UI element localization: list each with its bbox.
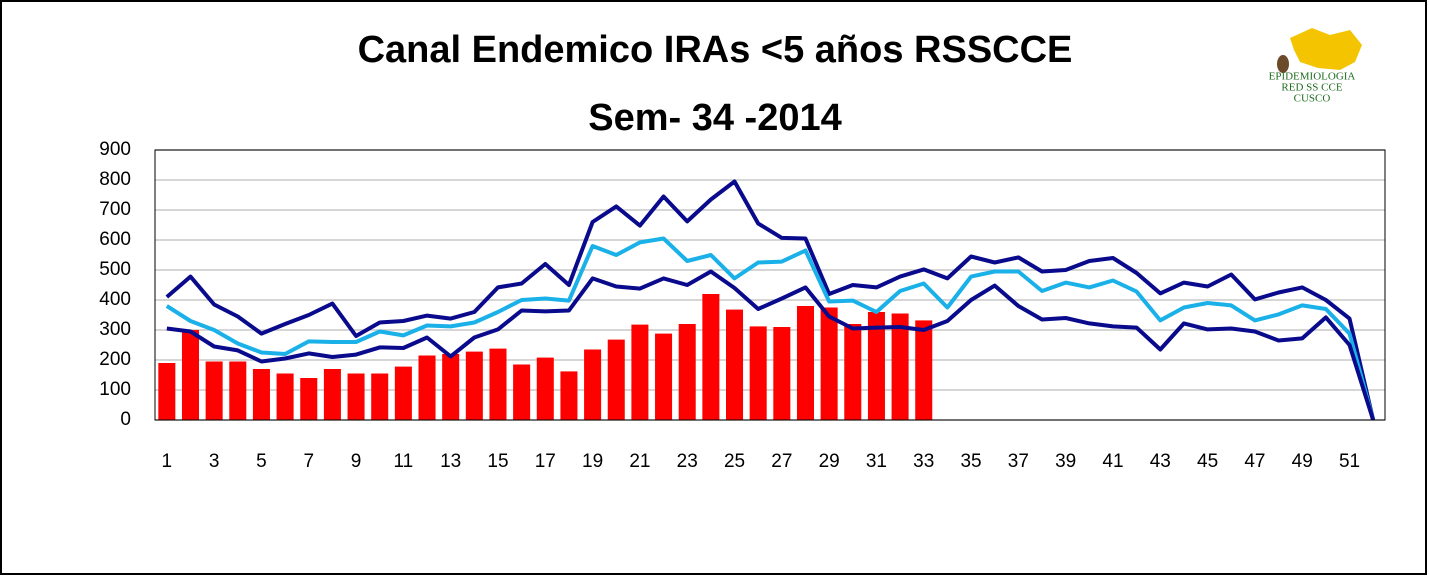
bar bbox=[726, 309, 744, 420]
x-tick-label: 21 bbox=[629, 451, 650, 472]
bar bbox=[749, 326, 767, 420]
x-tick-label: 31 bbox=[866, 451, 887, 472]
y-tick-label: 0 bbox=[120, 409, 131, 430]
bar bbox=[323, 369, 341, 420]
x-tick-label: 15 bbox=[487, 451, 508, 472]
bar bbox=[844, 324, 862, 420]
logo-text: RED SS CCE bbox=[1281, 82, 1342, 94]
y-tick-label: 700 bbox=[99, 199, 131, 220]
x-tick-label: 3 bbox=[209, 451, 220, 472]
plot-border bbox=[154, 149, 1386, 421]
bar bbox=[181, 330, 199, 420]
bar bbox=[915, 320, 933, 420]
x-tick-label: 5 bbox=[256, 451, 267, 472]
bar bbox=[584, 349, 602, 420]
y-tick-label: 100 bbox=[99, 379, 131, 400]
x-tick-label: 19 bbox=[582, 451, 603, 472]
logo: EPIDEMIOLOGIA RED SS CCE CUSCO bbox=[1269, 28, 1362, 105]
y-tick-label: 200 bbox=[99, 349, 131, 370]
x-tick-label: 27 bbox=[771, 451, 792, 472]
bar bbox=[536, 357, 554, 420]
bar bbox=[655, 333, 673, 420]
chart-title: Canal Endemico IRAs <5 años RSSCCE bbox=[358, 29, 1073, 71]
bar bbox=[796, 306, 814, 420]
bar bbox=[678, 324, 696, 420]
bar bbox=[418, 355, 436, 420]
x-tick-label: 35 bbox=[960, 451, 981, 472]
x-tick-label: 43 bbox=[1150, 451, 1171, 472]
y-tick-label: 300 bbox=[99, 319, 131, 340]
bar bbox=[513, 364, 531, 420]
line-series bbox=[165, 236, 1376, 421]
x-tick-label: 9 bbox=[351, 451, 362, 472]
chart-subtitle: Sem- 34 -2014 bbox=[588, 97, 842, 139]
x-tick-label: 29 bbox=[819, 451, 840, 472]
x-tick-label: 41 bbox=[1102, 451, 1123, 472]
bar bbox=[891, 313, 909, 420]
bar bbox=[205, 361, 223, 420]
bar bbox=[607, 339, 625, 420]
bar bbox=[394, 366, 412, 420]
y-tick-label: 900 bbox=[99, 139, 131, 160]
y-tick-label: 600 bbox=[99, 229, 131, 250]
bar bbox=[371, 373, 389, 420]
y-tick-label: 500 bbox=[99, 259, 131, 280]
x-tick-label: 11 bbox=[393, 451, 413, 472]
x-tick-label: 23 bbox=[677, 451, 698, 472]
bar bbox=[347, 373, 365, 420]
bar bbox=[820, 307, 838, 420]
bar bbox=[465, 351, 483, 420]
x-tick-label: 39 bbox=[1055, 451, 1076, 472]
bar bbox=[276, 373, 294, 420]
bar bbox=[631, 324, 649, 420]
x-tick-label: 7 bbox=[303, 451, 314, 472]
bar bbox=[300, 378, 318, 420]
logo-map bbox=[1290, 28, 1362, 70]
logo-owl bbox=[1277, 55, 1289, 73]
bar bbox=[442, 354, 460, 420]
bar bbox=[252, 369, 270, 420]
x-tick-label: 45 bbox=[1197, 451, 1218, 472]
bar bbox=[229, 361, 247, 420]
x-tick-label: 1 bbox=[162, 451, 173, 472]
x-tick-label: 37 bbox=[1008, 451, 1029, 472]
logo-text: CUSCO bbox=[1294, 93, 1331, 105]
bar bbox=[489, 348, 507, 420]
bar bbox=[773, 327, 791, 420]
y-tick-label: 400 bbox=[99, 289, 131, 310]
line-series bbox=[165, 179, 1376, 421]
y-tick-label: 800 bbox=[99, 169, 131, 190]
bar bbox=[702, 294, 720, 420]
bar bbox=[867, 312, 885, 420]
x-tick-label: 47 bbox=[1244, 451, 1265, 472]
x-tick-label: 13 bbox=[440, 451, 461, 472]
bar bbox=[158, 363, 176, 420]
x-tick-label: 49 bbox=[1292, 451, 1313, 472]
x-tick-label: 17 bbox=[535, 451, 556, 472]
x-tick-label: 33 bbox=[913, 451, 934, 472]
x-tick-label: 25 bbox=[724, 451, 745, 472]
logo-text: EPIDEMIOLOGIA bbox=[1269, 71, 1356, 83]
line-series bbox=[166, 269, 1376, 421]
x-tick-label: 51 bbox=[1339, 451, 1360, 472]
bar bbox=[560, 371, 578, 420]
